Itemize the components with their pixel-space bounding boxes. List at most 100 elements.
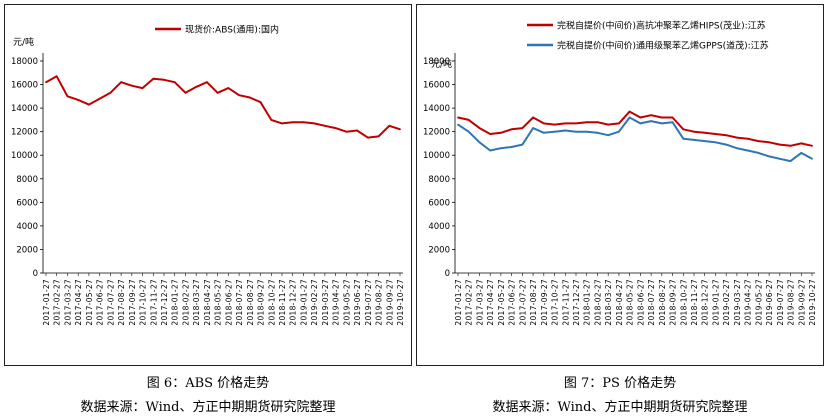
abs-price-chart: 元/吨 0 2000 4000 6000 8000 10000 12000 14000 16000… xyxy=(11,24,405,326)
data-point xyxy=(682,128,685,131)
x-tick-label: 2018-04-27 xyxy=(203,279,212,326)
x-tick-label: 2019-05-27 xyxy=(754,279,763,326)
x-tick-label: 2019-09-27 xyxy=(385,279,394,326)
x-tick-label: 2017-09-27 xyxy=(128,279,137,326)
x-tick-label: 2017-10-27 xyxy=(139,279,148,326)
x-tick-label: 2018-07-27 xyxy=(235,279,244,326)
x-tick-label: 2017-11-27 xyxy=(149,279,158,326)
data-point xyxy=(542,122,545,125)
x-tick-label: 2017-06-27 xyxy=(508,279,517,326)
x-tick-label: 2018-06-27 xyxy=(224,279,233,326)
data-point xyxy=(768,155,770,158)
data-point xyxy=(596,121,599,124)
data-point xyxy=(693,130,695,133)
x-tick-label: 2017-08-27 xyxy=(117,279,126,326)
data-point xyxy=(553,130,556,133)
x-tick-label: 2018-11-27 xyxy=(278,279,287,326)
data-point xyxy=(564,129,567,132)
data-point xyxy=(377,135,380,138)
x-tick-label: 2017-07-27 xyxy=(106,279,115,326)
data-point xyxy=(457,123,459,126)
x-tick-label: 2019-10-27 xyxy=(396,279,405,326)
x-tick-label: 2018-05-27 xyxy=(626,279,635,326)
y-tick-label: 12000 xyxy=(11,128,38,138)
data-point xyxy=(227,87,230,89)
data-point xyxy=(500,147,502,150)
y-tick-label: 2000 xyxy=(16,245,38,255)
data-point xyxy=(489,133,492,135)
data-point xyxy=(457,116,459,119)
data-point xyxy=(195,86,198,88)
data-point xyxy=(703,131,706,134)
data-point xyxy=(521,143,524,146)
data-point xyxy=(467,119,470,121)
y-tick-label: 12000 xyxy=(423,128,450,138)
x-tick-label: 2019-01-27 xyxy=(299,279,308,326)
y-tick-label: 18000 xyxy=(423,57,450,67)
x-tick-label: 2017-01-27 xyxy=(42,279,51,326)
data-point xyxy=(388,124,391,127)
data-point xyxy=(768,141,770,144)
y-tick-label: 0 xyxy=(445,269,450,279)
data-point xyxy=(639,122,642,125)
data-point xyxy=(521,127,524,129)
data-point xyxy=(55,75,58,78)
data-point xyxy=(542,131,545,134)
y-tick-label: 14000 xyxy=(423,104,450,114)
y-tick-label: 4000 xyxy=(16,222,38,232)
data-point xyxy=(173,81,176,84)
data-point xyxy=(478,141,481,144)
x-tick-label: 2019-04-27 xyxy=(332,279,341,326)
data-point xyxy=(714,141,717,144)
data-point xyxy=(746,137,749,140)
data-point xyxy=(270,119,273,121)
legend-label-1: 完税自提价(中间价)高抗冲聚苯乙烯HIPS(茂业):江苏 xyxy=(557,20,766,32)
data-point xyxy=(259,101,262,104)
y-tick-label: 8000 xyxy=(16,175,38,185)
x-tick-label: 2017-08-27 xyxy=(529,279,538,326)
data-point xyxy=(478,127,481,129)
x-tick-label: 2019-06-27 xyxy=(353,279,362,326)
data-point xyxy=(510,128,513,131)
y-tick-label: 18000 xyxy=(11,57,38,67)
y-tick-label: 10000 xyxy=(423,151,450,161)
x-tick-label: 2017-02-27 xyxy=(53,279,62,326)
data-point xyxy=(152,77,155,80)
x-tick-label: 2017-04-27 xyxy=(74,279,83,326)
data-point xyxy=(163,78,165,81)
x-tick-label: 2019-09-27 xyxy=(797,279,806,326)
x-tick-label: 2018-07-27 xyxy=(647,279,656,326)
data-point xyxy=(650,120,652,122)
data-point xyxy=(811,157,813,160)
x-tick-label: 2017-05-27 xyxy=(497,279,506,326)
series-line-2 xyxy=(457,116,813,163)
data-point xyxy=(628,116,631,119)
data-point xyxy=(650,114,652,117)
data-point xyxy=(757,152,760,154)
x-tick-label: 2018-12-27 xyxy=(289,279,298,326)
data-point xyxy=(120,81,122,84)
data-point xyxy=(324,124,326,127)
data-point xyxy=(800,152,803,154)
legend-label-1: 现货价:ABS(通用):国内 xyxy=(185,24,279,36)
x-tick-label: 2018-08-27 xyxy=(658,279,667,326)
data-point xyxy=(45,81,47,84)
x-tick-label: 2019-02-27 xyxy=(722,279,731,326)
x-tick-label: 2018-02-27 xyxy=(181,279,190,326)
x-tick-label: 2018-10-27 xyxy=(267,279,276,326)
x-tick-label: 2019-03-27 xyxy=(733,279,742,326)
y-tick-label: 14000 xyxy=(11,104,38,114)
data-point xyxy=(585,121,588,124)
x-tick-label: 2017-12-27 xyxy=(160,279,169,326)
data-point xyxy=(725,143,728,146)
x-tick-label: 2018-04-27 xyxy=(615,279,624,326)
series-line-1 xyxy=(45,75,401,139)
x-tick-label: 2019-02-27 xyxy=(310,279,319,326)
data-point xyxy=(248,96,251,99)
data-point xyxy=(510,146,513,148)
x-tick-label: 2018-08-27 xyxy=(246,279,255,326)
y-tick-label: 4000 xyxy=(428,222,450,232)
data-point xyxy=(660,122,663,125)
data-point xyxy=(553,123,556,126)
data-point xyxy=(130,84,133,87)
